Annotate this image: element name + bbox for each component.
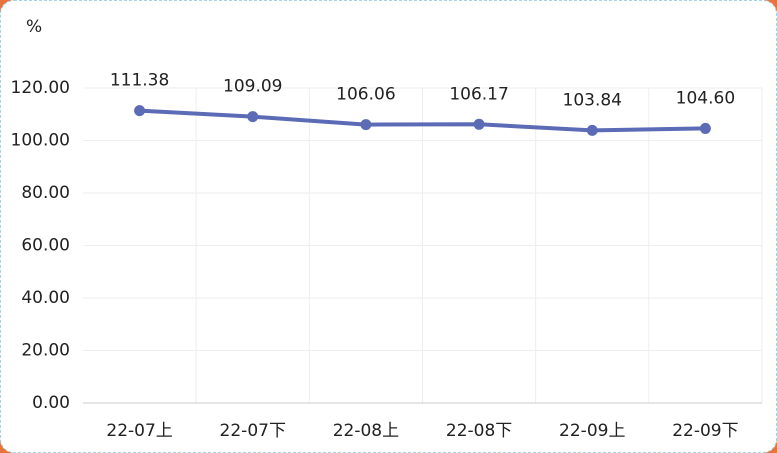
data-label: 111.38 <box>110 71 169 91</box>
y-tick-label: 20.00 <box>21 341 70 361</box>
data-label: 106.17 <box>449 84 508 104</box>
x-tick-label: 22-08下 <box>446 421 512 441</box>
data-label: 106.06 <box>336 85 395 105</box>
x-tick-label: 22-07下 <box>220 421 286 441</box>
y-tick-label: 120.00 <box>11 78 70 98</box>
marker <box>134 105 146 117</box>
y-tick-label: 40.00 <box>21 288 70 308</box>
y-tick-label: 60.00 <box>21 236 70 256</box>
marker <box>247 111 259 123</box>
marker <box>360 119 372 131</box>
marker <box>699 122 711 134</box>
x-tick-label: 22-09下 <box>672 421 738 441</box>
data-label: 104.60 <box>676 88 735 108</box>
y-tick-label: 100.00 <box>11 131 70 151</box>
y-unit: % <box>26 17 42 37</box>
y-tick-label: 0.00 <box>32 393 70 413</box>
x-tick-label: 22-07上 <box>106 421 172 441</box>
x-tick-label: 22-08上 <box>333 421 399 441</box>
x-tick-label: 22-09上 <box>559 421 625 441</box>
marker <box>586 124 598 136</box>
data-label: 109.09 <box>223 77 282 97</box>
line <box>139 108 706 133</box>
y-tick-label: 80.00 <box>21 183 70 203</box>
data-label: 103.84 <box>563 90 622 110</box>
marker <box>473 118 485 130</box>
